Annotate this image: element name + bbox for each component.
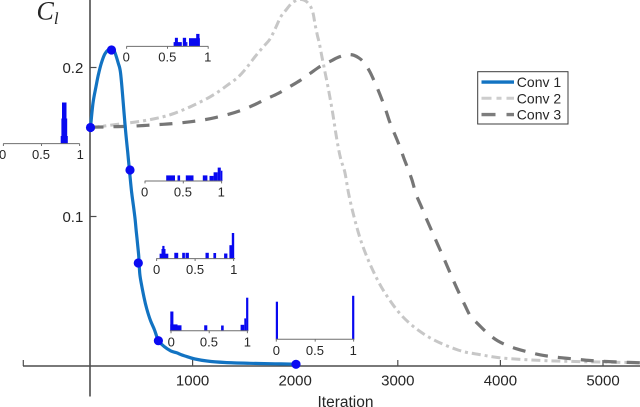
- svg-text:1: 1: [230, 262, 237, 277]
- svg-text:1: 1: [204, 50, 211, 65]
- svg-text:3000: 3000: [381, 373, 414, 390]
- svg-text:0.5: 0.5: [306, 343, 324, 358]
- svg-text:0: 0: [273, 343, 280, 358]
- svg-text:0: 0: [141, 185, 148, 200]
- svg-text:5000: 5000: [586, 373, 619, 390]
- svg-text:0.5: 0.5: [174, 185, 192, 200]
- svg-text:0: 0: [0, 147, 6, 162]
- svg-text:1: 1: [350, 343, 357, 358]
- svg-text:0.1: 0.1: [62, 209, 83, 226]
- svg-text:Iteration: Iteration: [317, 394, 373, 407]
- svg-text:Conv 3: Conv 3: [517, 107, 562, 123]
- svg-text:0.2: 0.2: [62, 60, 83, 77]
- svg-text:2000: 2000: [279, 373, 312, 390]
- svg-text:0.5: 0.5: [200, 334, 218, 349]
- svg-text:Conv 2: Conv 2: [517, 90, 562, 106]
- svg-text:Cl: Cl: [37, 0, 59, 28]
- svg-text:0: 0: [123, 50, 130, 65]
- svg-text:0.5: 0.5: [158, 50, 176, 65]
- svg-text:1: 1: [77, 147, 84, 162]
- svg-text:0.5: 0.5: [186, 262, 204, 277]
- svg-text:Conv 1: Conv 1: [517, 74, 562, 90]
- svg-text:1000: 1000: [176, 373, 209, 390]
- svg-text:4000: 4000: [484, 373, 517, 390]
- svg-text:0: 0: [168, 334, 175, 349]
- svg-text:0.5: 0.5: [32, 147, 50, 162]
- svg-text:1: 1: [244, 334, 251, 349]
- svg-text:0: 0: [153, 262, 160, 277]
- svg-text:1: 1: [218, 185, 225, 200]
